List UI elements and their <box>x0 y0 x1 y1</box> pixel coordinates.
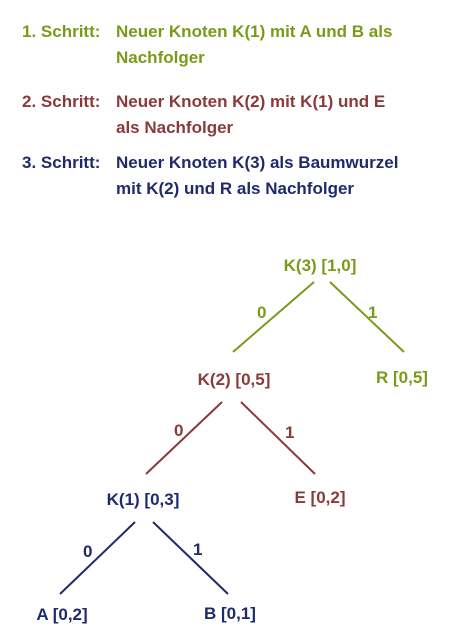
node-a: A [0,2] <box>36 605 87 624</box>
edge-label-k1-left: 0 <box>83 542 92 561</box>
node-e: E [0,2] <box>294 488 345 507</box>
node-k3: K(3) [1,0] <box>284 256 357 275</box>
edge-label-k3-left: 0 <box>257 303 266 322</box>
edge-k3-right <box>329 281 405 353</box>
step-3-label: 3. Schritt: <box>22 153 101 172</box>
node-k1: K(1) [0,3] <box>107 490 180 509</box>
node-k2: K(2) [0,5] <box>198 370 271 389</box>
edge-k3-left <box>232 281 315 353</box>
edge-label-k2-left: 0 <box>174 421 183 440</box>
edge-label-k1-right: 1 <box>193 540 202 559</box>
step-2-line-2: als Nachfolger <box>116 118 234 137</box>
step-1-line-1: Neuer Knoten K(1) mit A und B als <box>116 22 393 41</box>
step-1-line-2: Nachfolger <box>116 48 205 67</box>
edge-k2-left <box>145 401 223 475</box>
edge-k1-right <box>152 521 229 595</box>
node-b: B [0,1] <box>204 604 256 623</box>
edge-k1-left <box>59 521 136 595</box>
step-2-line-1: Neuer Knoten K(2) mit K(1) und E <box>116 92 386 111</box>
edge-label-k2-right: 1 <box>285 423 294 442</box>
step-1-label: 1. Schritt: <box>22 22 101 41</box>
node-r: R [0,5] <box>376 368 428 387</box>
step-2-label: 2. Schritt: <box>22 92 101 111</box>
edge-k2-right <box>240 401 316 475</box>
step-3-line-2: mit K(2) und R als Nachfolger <box>116 179 355 198</box>
step-3-line-1: Neuer Knoten K(3) als Baumwurzel <box>116 153 399 172</box>
edge-label-k3-right: 1 <box>368 303 377 322</box>
